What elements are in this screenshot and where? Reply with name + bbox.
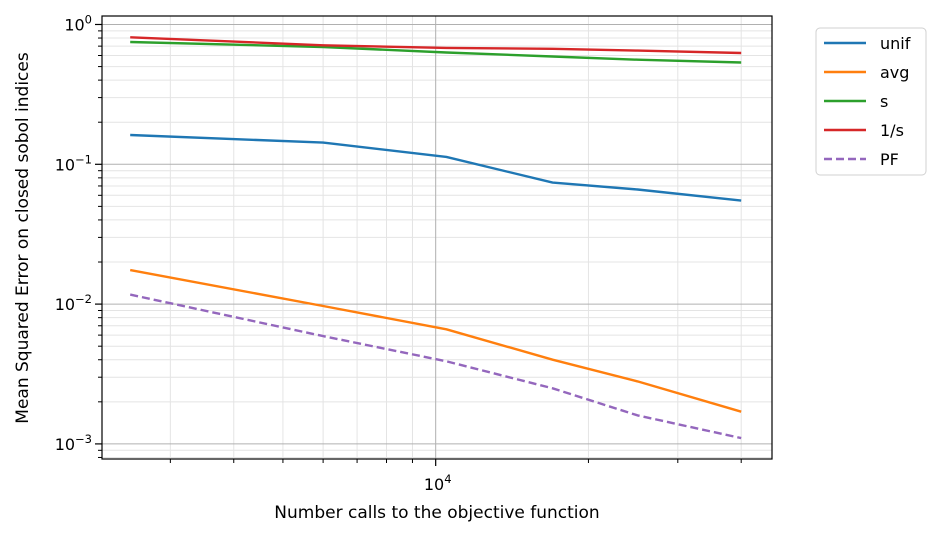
series-lines xyxy=(129,36,742,440)
legend-label: unif xyxy=(880,34,911,53)
y-tick-label: 10−3 xyxy=(55,432,92,454)
y-tick-label: 100 xyxy=(64,12,92,34)
legend-label: 1/s xyxy=(880,121,904,140)
y-tick-label: 10−1 xyxy=(55,152,92,174)
series-line-s xyxy=(130,40,742,64)
minor-grid xyxy=(102,16,772,459)
major-grid xyxy=(102,16,772,459)
legend-label: s xyxy=(880,92,888,111)
legend: unif avg s 1/s PF xyxy=(815,27,927,176)
series-line-unif xyxy=(130,133,742,202)
legend-label: avg xyxy=(880,63,909,82)
series-line-avg xyxy=(129,268,742,413)
y-tick-label: 10−2 xyxy=(55,292,92,314)
series-line-PF xyxy=(129,293,742,440)
tick-labels: 10−3 10−2 10−1 100 104 xyxy=(55,12,452,494)
x-tick-label: 104 xyxy=(424,472,452,494)
y-axis-label: Mean Squared Error on closed sobol indic… xyxy=(13,52,33,424)
series-line-1-s xyxy=(130,36,742,55)
axis-ticks xyxy=(95,23,742,466)
legend-label: PF xyxy=(880,150,899,169)
x-axis-label: Number calls to the objective function xyxy=(274,503,599,523)
